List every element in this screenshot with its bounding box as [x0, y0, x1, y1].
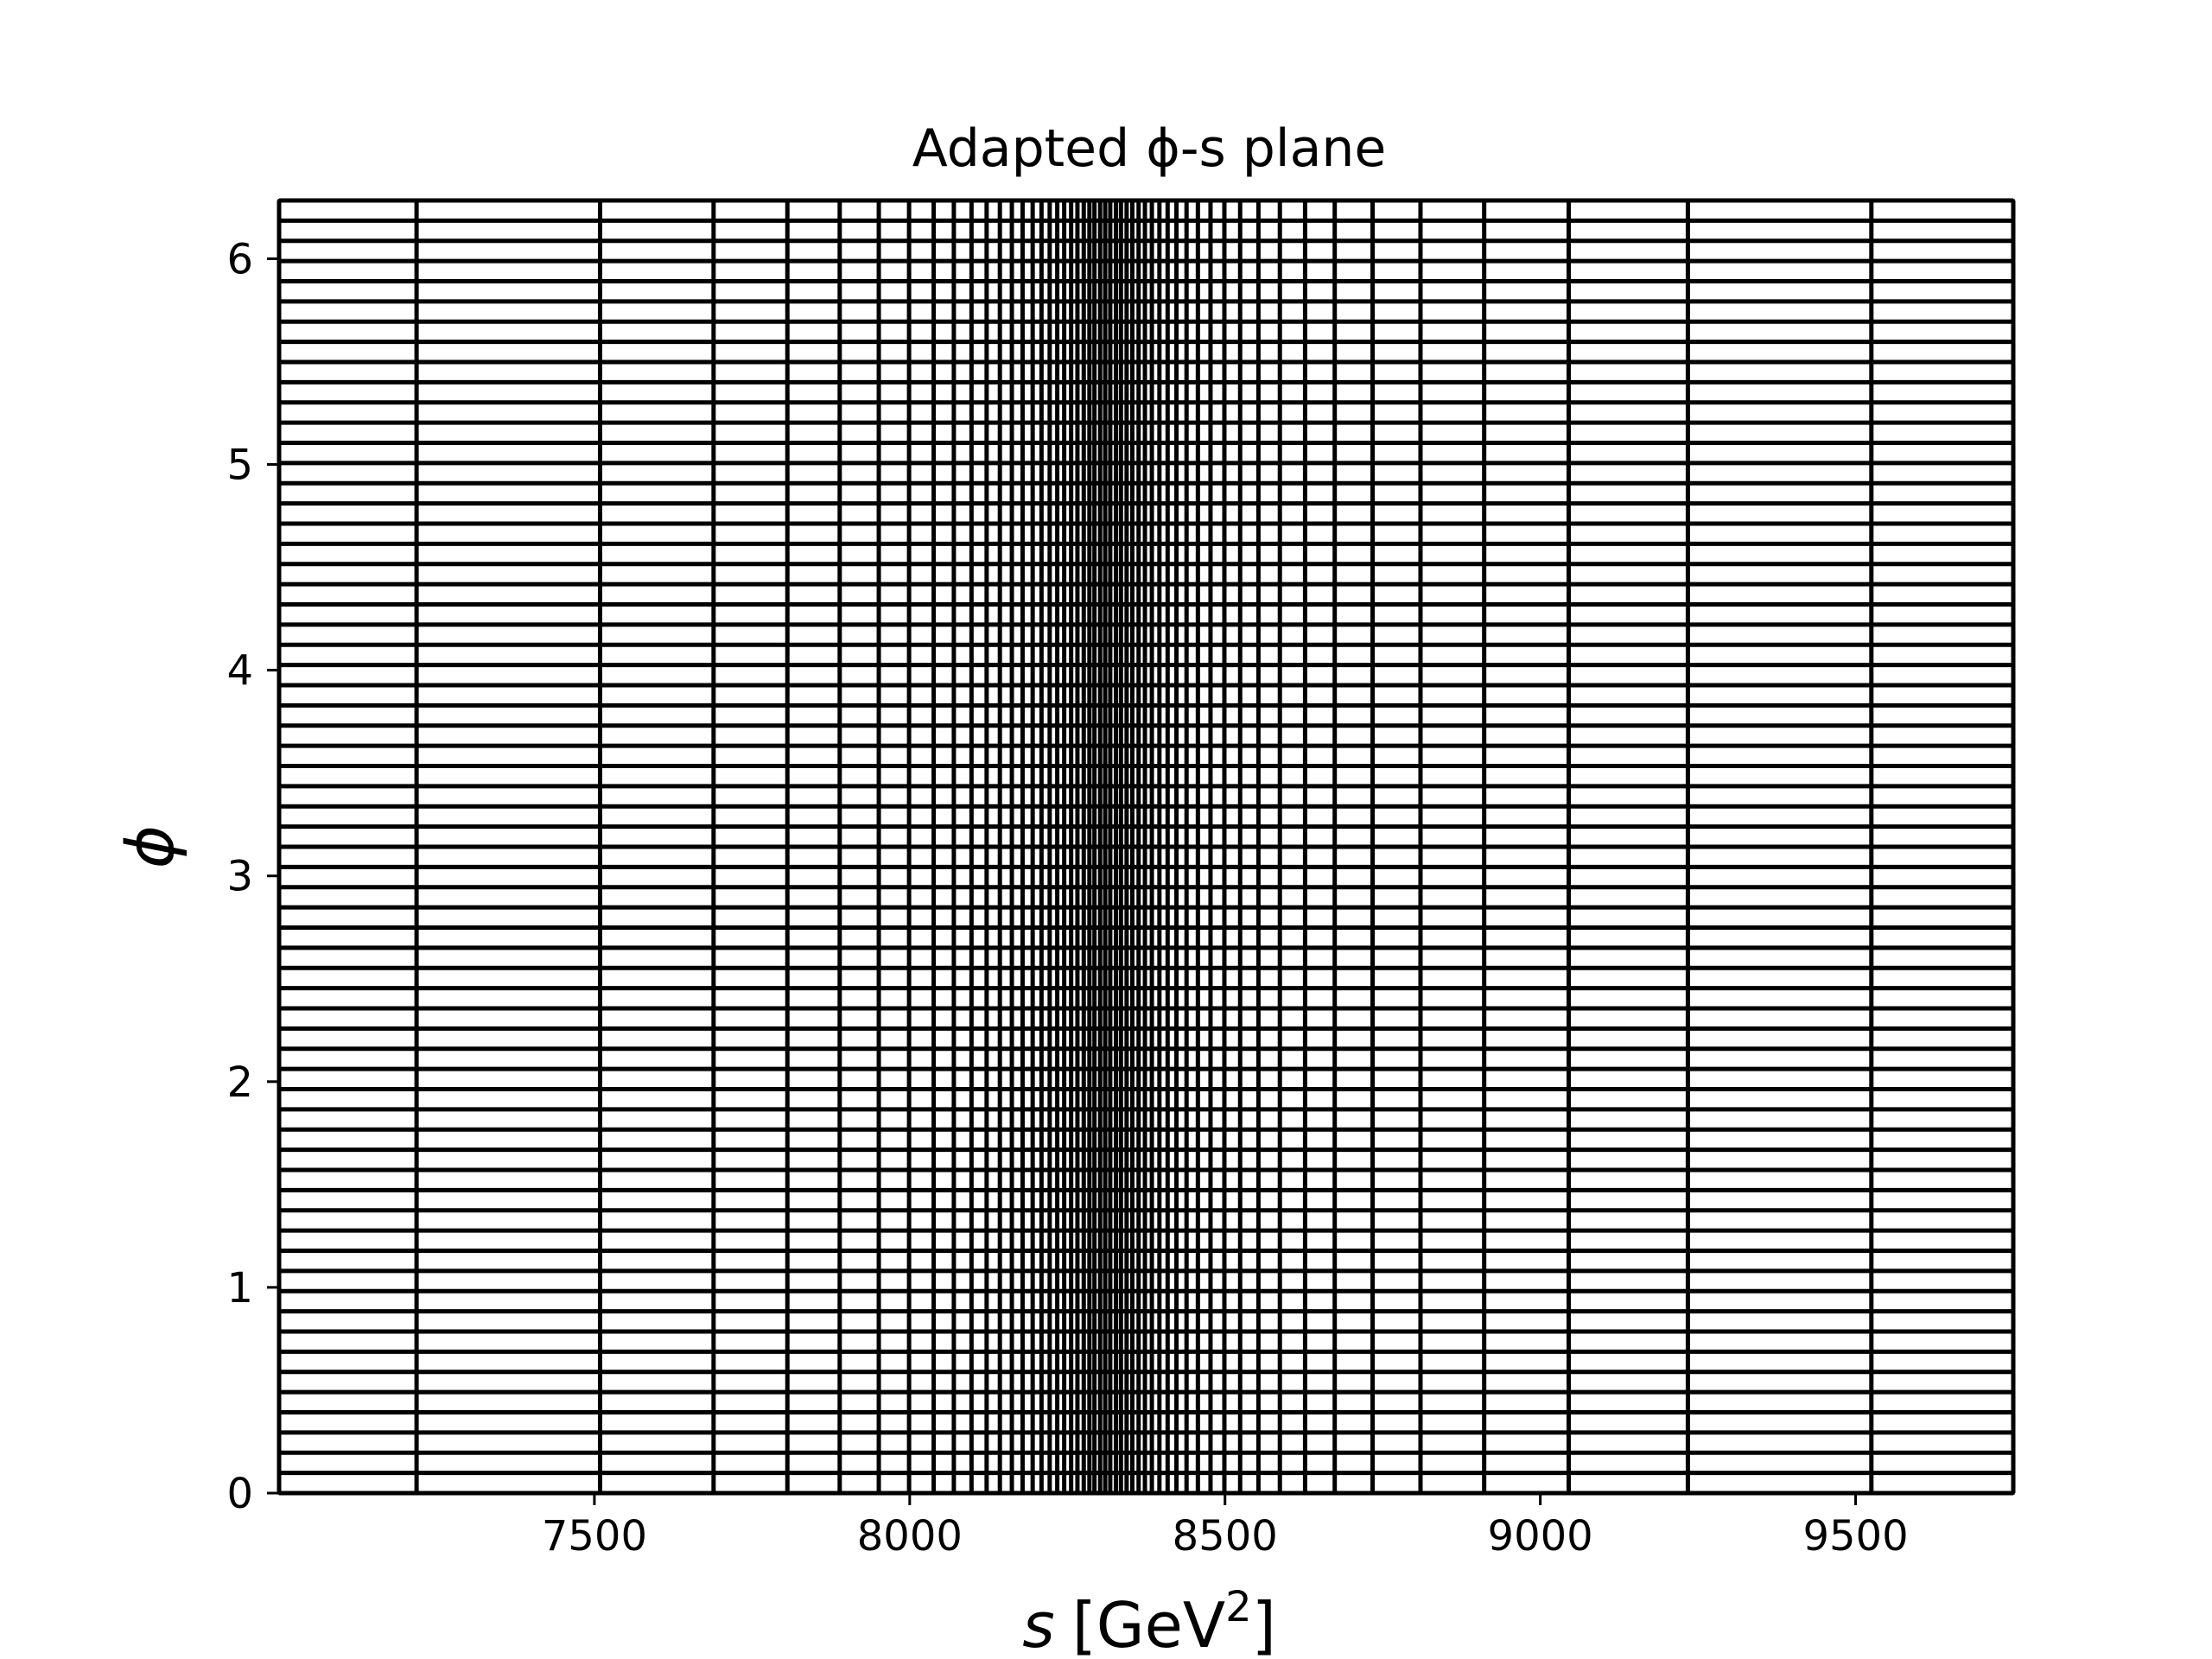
x-axis: 7500 8000 8500 9000 9500 — [542, 1493, 1909, 1560]
plot-lines — [276, 198, 2016, 1496]
x-tick-label: 8500 — [1173, 1512, 1278, 1560]
x-axis-label: s [GeV2] — [1022, 1583, 1276, 1659]
y-tick-label: 3 — [226, 853, 253, 901]
x-axis-label-unit: [GeV — [1072, 1589, 1225, 1659]
x-tick-label: 7500 — [542, 1512, 647, 1560]
y-tick-label: 1 — [226, 1264, 253, 1313]
x-tick-label: 9000 — [1488, 1512, 1593, 1560]
x-axis-label-close: ] — [1252, 1589, 1276, 1659]
x-tick-label: 8000 — [857, 1512, 963, 1560]
y-axis: 0 1 2 3 4 5 6 — [226, 235, 279, 1518]
y-tick-label: 2 — [226, 1058, 253, 1107]
y-axis-label: ϕ — [111, 825, 188, 868]
chart-title: Adapted ϕ-s plane — [912, 118, 1387, 179]
x-axis-label-variable: s — [1022, 1589, 1055, 1659]
y-tick-label: 6 — [226, 235, 253, 283]
y-tick-label: 5 — [226, 442, 253, 490]
y-tick-label: 0 — [226, 1470, 253, 1518]
plot-frame — [277, 199, 2015, 1495]
x-tick-label: 9500 — [1802, 1512, 1908, 1560]
y-tick-label: 4 — [226, 647, 253, 696]
x-axis-label-exponent: 2 — [1225, 1583, 1252, 1631]
